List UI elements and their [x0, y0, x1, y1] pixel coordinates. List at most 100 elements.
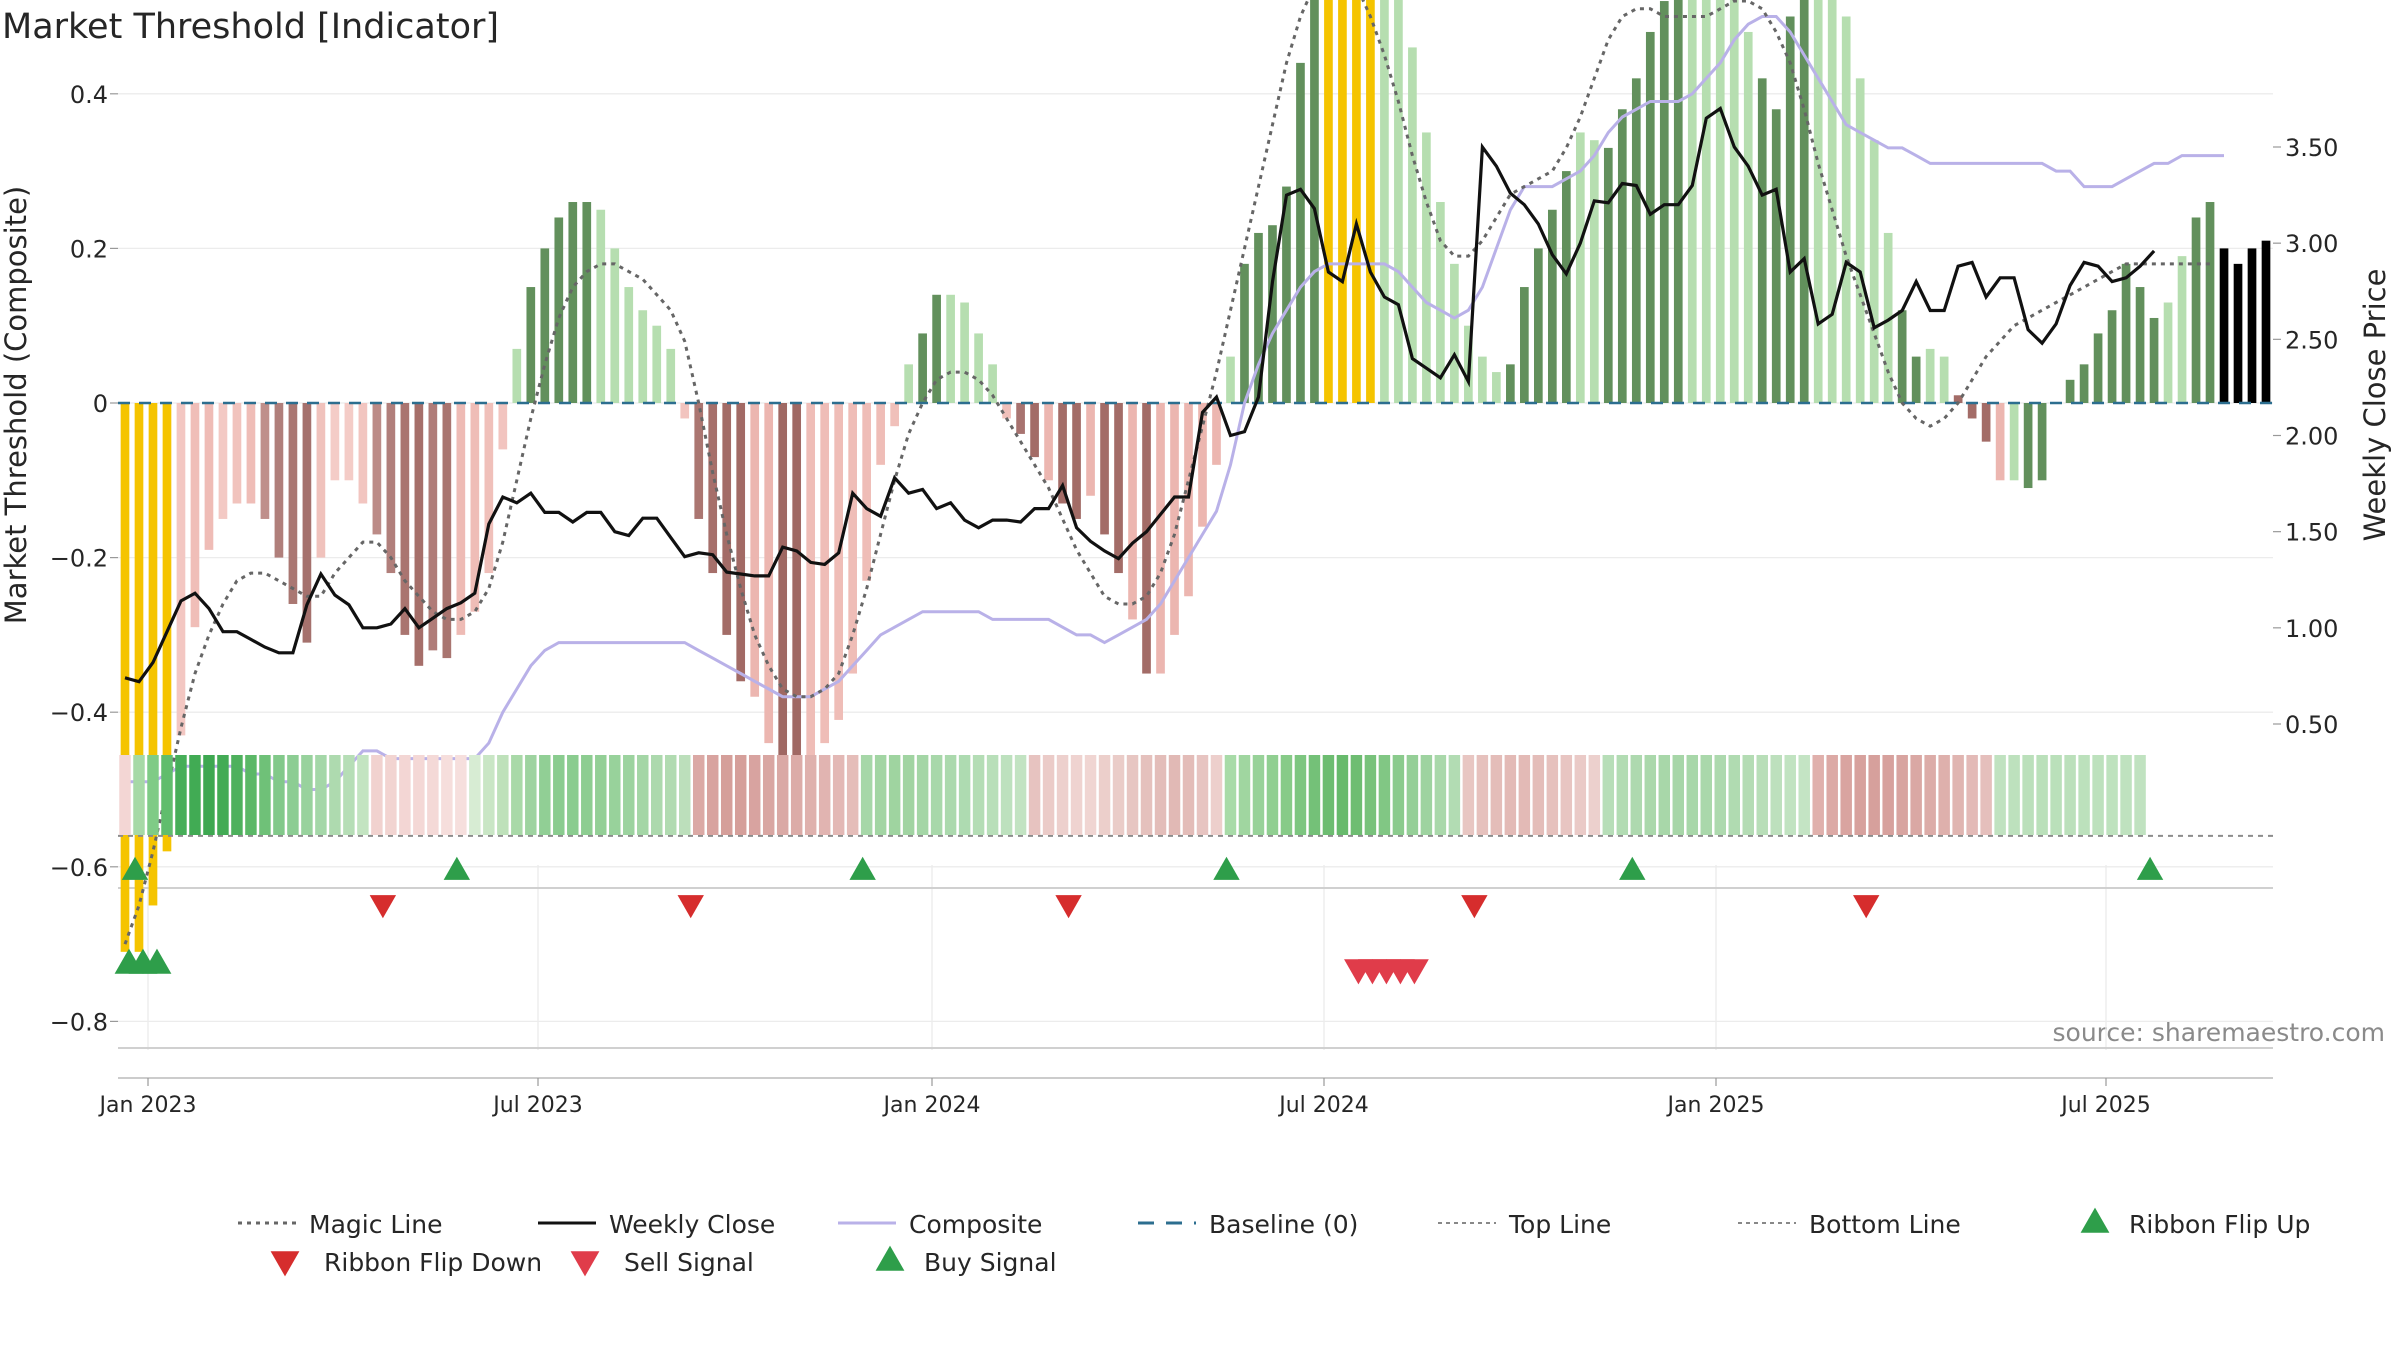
composite-bar [526, 287, 536, 403]
composite-bar [2191, 217, 2201, 403]
ribbon-flip-up-marker [2136, 856, 2164, 880]
composite-bar [302, 403, 312, 643]
legend-label: Weekly Close [609, 1210, 775, 1239]
composite-bar [134, 403, 144, 952]
ribbon-cell [203, 755, 215, 835]
composite-bar [1436, 202, 1445, 403]
ribbon-cell [1028, 755, 1041, 835]
composite-bar [246, 403, 256, 504]
ribbon-cell [147, 755, 159, 835]
ribbon-cell [245, 755, 257, 835]
ribbon-cell [944, 755, 957, 835]
x-tick-label: Jan 2024 [882, 1093, 981, 1118]
composite-bar [2219, 248, 2229, 403]
composite-bar [2079, 364, 2089, 403]
ribbon-cell [1924, 755, 1936, 835]
composite-bar [2247, 248, 2257, 403]
composite-bar [1380, 0, 1389, 404]
ribbon-cell [1084, 755, 1097, 835]
ribbon-cell [1952, 755, 1964, 835]
ribbon-cell [1784, 755, 1796, 835]
ribbon-cell [567, 755, 579, 835]
composite-bar [2261, 240, 2271, 403]
composite-bar [1016, 403, 1025, 434]
composite-bar [190, 403, 200, 628]
ribbon-flip-down-marker [1461, 895, 1488, 919]
ribbon-cell [1070, 755, 1083, 835]
right-axis-label: Weekly Close Price [2358, 269, 2392, 542]
ribbon-cell [2106, 755, 2118, 835]
composite-bar [1771, 109, 1781, 403]
composite-bar [1855, 78, 1865, 403]
composite-bar [1534, 248, 1543, 403]
composite-bar [1478, 356, 1487, 403]
composite-bar [456, 403, 466, 635]
composite-bar [1156, 403, 1165, 674]
ribbon-cell [329, 755, 341, 835]
left-tick-label: 0.2 [70, 235, 108, 263]
composite-bar [568, 202, 578, 403]
ribbon-cell [1406, 755, 1419, 835]
ribbon-cell [804, 755, 817, 835]
ribbon-cell [1868, 755, 1880, 835]
composite-bar [1631, 78, 1641, 403]
x-tick-label: Jan 2025 [1666, 1093, 1765, 1118]
ribbon-cell [581, 755, 593, 835]
composite-bar [2233, 263, 2243, 403]
ribbon-cell [1238, 755, 1251, 835]
composite-bar [1561, 171, 1571, 403]
ribbon-cell [1126, 755, 1139, 835]
composite-bar [974, 333, 983, 403]
ribbon-flip-down-marker [369, 895, 397, 919]
composite-bar [1911, 356, 1921, 403]
composite-bar [1743, 31, 1753, 404]
ribbon-cell [1966, 755, 1978, 835]
composite-bar [2107, 310, 2117, 403]
ribbon-cell [1742, 755, 1754, 835]
ribbon-cell [1168, 755, 1181, 835]
ribbon-cell [2120, 755, 2132, 835]
ribbon-cell [790, 755, 803, 835]
ribbon-cell [119, 755, 131, 835]
ribbon-cell [2078, 755, 2090, 835]
composite-bar [1687, 0, 1697, 403]
sell-signal-marker [1400, 959, 1429, 985]
ribbon-cell [1798, 755, 1810, 835]
left-tick-label: −0.4 [50, 699, 108, 727]
composite-bar [274, 403, 284, 558]
ribbon-cell [1938, 755, 1950, 835]
composite-bar [1869, 140, 1879, 403]
composite-bar [806, 403, 816, 767]
ribbon-cell [637, 755, 649, 835]
composite-bar [1701, 0, 1711, 403]
composite-bar [1827, 0, 1837, 404]
composite-bar [498, 403, 508, 450]
chart-title: Market Threshold [Indicator] [2, 7, 499, 47]
composite-bar [680, 403, 690, 419]
ribbon-cell [1896, 755, 1908, 835]
composite-bar [1254, 232, 1263, 403]
composite-bar [820, 403, 830, 744]
composite-bar [1422, 132, 1431, 403]
ribbon-cell [902, 755, 915, 835]
composite-bar [1044, 403, 1053, 481]
ribbon-cell [665, 755, 677, 835]
composite-bar [1981, 403, 1991, 442]
ribbon-cell [1476, 755, 1489, 835]
composite-bar [1939, 356, 1949, 403]
composite-bar [2093, 333, 2103, 403]
composite-bar [1813, 0, 1823, 403]
right-tick-label: 1.00 [2285, 615, 2338, 643]
ribbon-flip-up-marker [1213, 856, 1240, 880]
composite-bar [512, 348, 522, 403]
ribbon-cell [1644, 755, 1657, 835]
composite-bars [120, 0, 2271, 952]
composite-bar [330, 403, 340, 481]
ribbon-cell [1462, 755, 1475, 835]
ribbon-flip-down-marker [1852, 895, 1880, 919]
composite-bar [1212, 403, 1221, 465]
composite-bar [1072, 403, 1081, 519]
composite-bar [946, 294, 955, 403]
left-axis-label: Market Threshold (Composite) [0, 186, 33, 624]
left-tick-label: −0.8 [50, 1008, 108, 1036]
